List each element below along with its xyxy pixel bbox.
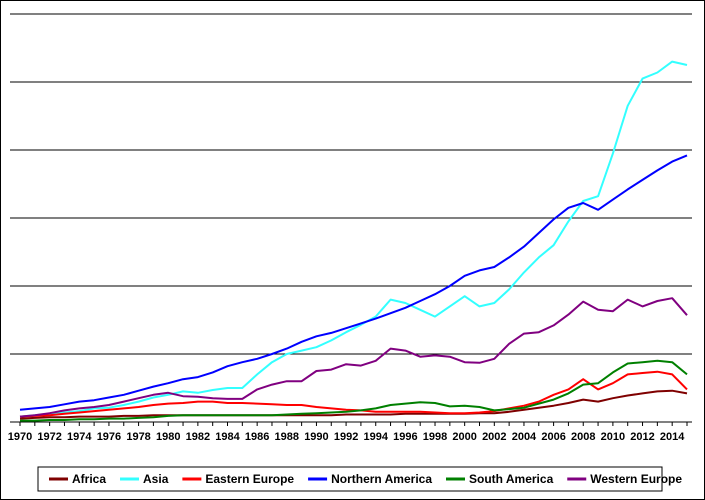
x-tick-label: 1974 xyxy=(67,431,92,443)
x-tick-label: 1994 xyxy=(363,431,388,443)
x-tick-label: 2004 xyxy=(512,431,537,443)
legend-label-northern-america: Northern America xyxy=(331,472,432,486)
legend-label-western-europe: Western Europe xyxy=(590,472,682,486)
x-axis-ticks: 1970 1972 1974 1976 1978 1980 1982 1984 1986 1988… xyxy=(8,422,688,443)
x-tick-label: 1998 xyxy=(423,431,447,443)
x-tick-label: 1982 xyxy=(186,431,210,443)
series-lines xyxy=(19,60,688,422)
x-tick-label: 2008 xyxy=(571,431,595,443)
x-tick-label: 2010 xyxy=(601,431,625,443)
x-tick-label: 1970 xyxy=(8,431,32,443)
series-line-asia xyxy=(19,60,688,418)
x-tick-label: 2002 xyxy=(482,431,506,443)
series-line-western-europe xyxy=(19,297,688,418)
x-tick-label: 1984 xyxy=(215,431,240,443)
series-line-africa xyxy=(19,389,688,420)
x-tick-label: 1990 xyxy=(304,431,328,443)
series-line-northern-america xyxy=(19,154,688,411)
x-tick-label: 2014 xyxy=(660,431,685,443)
legend-box xyxy=(37,466,663,492)
legend: Africa Asia Eastern Europe Northern America… xyxy=(37,466,682,492)
legend-label-south-america: South America xyxy=(469,472,554,486)
legend-label-eastern-europe: Eastern Europe xyxy=(205,472,294,486)
x-tick-label: 1992 xyxy=(334,431,358,443)
series-line-eastern-europe xyxy=(19,370,688,418)
x-tick-label: 1988 xyxy=(275,431,299,443)
x-tick-label: 1976 xyxy=(97,431,121,443)
x-tick-label: 1996 xyxy=(393,431,417,443)
x-tick-label: 1978 xyxy=(126,431,150,443)
gridlines xyxy=(10,13,692,355)
legend-label-asia: Asia xyxy=(143,472,169,486)
x-tick-label: 2000 xyxy=(452,431,476,443)
legend-label-africa: Africa xyxy=(72,472,106,486)
x-tick-label: 1986 xyxy=(245,431,269,443)
series-line-south-america xyxy=(20,359,688,422)
x-tick-label: 1972 xyxy=(37,431,61,443)
x-tick-label: 1980 xyxy=(156,431,180,443)
x-tick-label: 2006 xyxy=(541,431,565,443)
x-tick-label: 2012 xyxy=(630,431,654,443)
